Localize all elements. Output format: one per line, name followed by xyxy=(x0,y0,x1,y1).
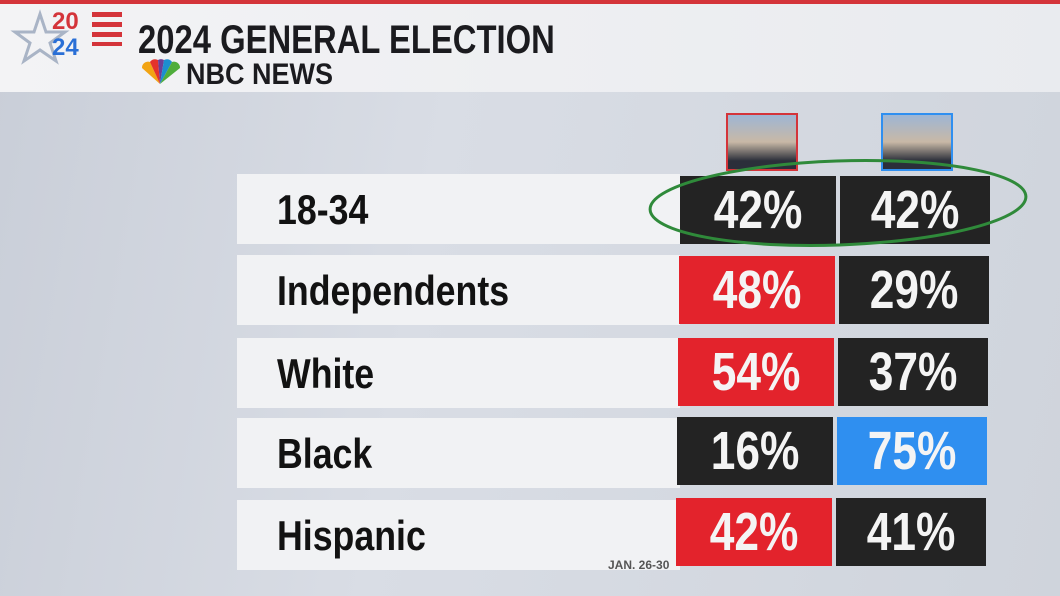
row-label-panel: White xyxy=(237,338,680,408)
row-label: 18-34 xyxy=(277,186,369,233)
value-text: 16% xyxy=(710,421,800,481)
value-text: 48% xyxy=(712,260,802,320)
peacock xyxy=(141,59,181,84)
value-text: 54% xyxy=(711,342,801,402)
row-label: Hispanic xyxy=(277,512,426,559)
candidate-photo xyxy=(881,113,953,171)
row-label-panel: Independents xyxy=(237,255,680,325)
value-cell: 37% xyxy=(838,338,988,406)
header: 20 24 2024 GENERAL ELECTION NBC NEWS xyxy=(0,0,1060,92)
date-note: JAN. 26-30 xyxy=(608,558,670,572)
logo-star xyxy=(10,9,70,65)
candidate-photo xyxy=(726,113,798,171)
value-text: 75% xyxy=(867,421,957,481)
row-label: Independents xyxy=(277,267,510,314)
value-text: 42% xyxy=(870,180,960,240)
row-label: White xyxy=(277,350,375,397)
value-cell: 42% xyxy=(840,176,990,244)
value-cell: 16% xyxy=(677,417,833,485)
value-cell: 42% xyxy=(676,498,832,566)
value-text: 29% xyxy=(869,260,959,320)
logo-text: 24 xyxy=(52,34,79,61)
row-label-panel: Black xyxy=(237,418,680,488)
value-text: 37% xyxy=(868,342,958,402)
value-cell: 48% xyxy=(679,256,835,324)
logo-text: 20 xyxy=(52,8,79,35)
logo-stripes xyxy=(92,12,122,46)
value-cell: 75% xyxy=(837,417,987,485)
value-cell: 29% xyxy=(839,256,989,324)
network-name: NBC NEWS xyxy=(186,58,334,91)
value-cell: 41% xyxy=(836,498,986,566)
value-text: 42% xyxy=(713,180,803,240)
row-label-panel: 18-34 xyxy=(237,174,680,244)
value-cell: 54% xyxy=(678,338,834,406)
value-text: 41% xyxy=(866,502,956,562)
value-text: 42% xyxy=(709,502,799,562)
row-label: Black xyxy=(277,430,373,477)
title: 2024 GENERAL ELECTION xyxy=(138,18,555,62)
row-label-panel: Hispanic xyxy=(237,500,680,570)
value-cell: 42% xyxy=(680,176,836,244)
